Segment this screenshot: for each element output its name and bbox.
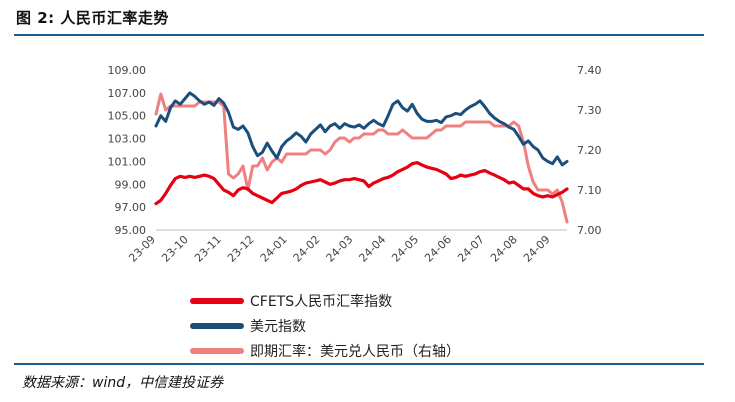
x-tick-label: 24-04 bbox=[356, 233, 388, 265]
y-right-tick-label: 7.10 bbox=[577, 184, 602, 197]
chart: 109.00 107.00 105.00 103.00 101.00 99.00 97.00… bbox=[108, 64, 602, 265]
legend-swatch-usd-index bbox=[190, 322, 244, 329]
legend-swatch-spot-rate bbox=[190, 347, 244, 354]
y-right-tick-label: 7.00 bbox=[577, 224, 602, 237]
x-tick-label: 24-02 bbox=[291, 233, 323, 265]
x-tick-label: 23-11 bbox=[192, 233, 224, 265]
y-left-tick-label: 99.00 bbox=[115, 178, 147, 191]
x-tick-label: 23-10 bbox=[159, 233, 191, 265]
y-right-tick-label: 7.40 bbox=[577, 64, 602, 77]
legend: CFETS人民币汇率指数 美元指数 即期汇率：美元兑人民币（右轴） bbox=[190, 288, 460, 363]
y-right-tick-label: 7.20 bbox=[577, 144, 602, 157]
y-left-tick-label: 109.00 bbox=[108, 64, 147, 77]
series-line-cfets bbox=[154, 161, 569, 206]
legend-item-usd-index: 美元指数 bbox=[190, 313, 460, 338]
title-rule bbox=[14, 34, 704, 36]
x-tick-label: 24-03 bbox=[324, 233, 356, 265]
legend-item-cfets: CFETS人民币汇率指数 bbox=[190, 288, 460, 313]
y-left-tick-label: 105.00 bbox=[108, 110, 147, 123]
series-line-usd-index bbox=[154, 91, 569, 167]
x-tick-label: 24-07 bbox=[455, 233, 487, 265]
legend-swatch-cfets bbox=[190, 297, 244, 304]
x-tick-label: 24-06 bbox=[422, 233, 454, 265]
legend-label-cfets: CFETS人民币汇率指数 bbox=[250, 293, 393, 310]
legend-item-spot-rate: 即期汇率：美元兑人民币（右轴） bbox=[190, 338, 460, 363]
y-left-tick-label: 95.00 bbox=[115, 224, 147, 237]
x-tick-label: 23-12 bbox=[225, 233, 257, 265]
x-tick-label: 24-08 bbox=[488, 233, 520, 265]
figure-title: 图 2: 人民币汇率走势 bbox=[16, 9, 169, 27]
y-left-tick-label: 101.00 bbox=[108, 155, 147, 168]
x-tick-label: 24-01 bbox=[258, 233, 290, 265]
source-note: 数据来源：wind，中信建投证券 bbox=[22, 375, 224, 391]
x-tick-label: 24-05 bbox=[389, 233, 421, 265]
x-tick-label: 24-09 bbox=[521, 233, 553, 265]
legend-label-usd-index: 美元指数 bbox=[250, 318, 306, 335]
y-left-tick-label: 103.00 bbox=[108, 133, 147, 146]
legend-label-spot-rate: 即期汇率：美元兑人民币（右轴） bbox=[250, 343, 460, 360]
y-left-tick-label: 107.00 bbox=[108, 87, 147, 100]
bottom-rule bbox=[14, 363, 704, 365]
series-line-spot-rate bbox=[154, 92, 569, 224]
y-left-tick-label: 97.00 bbox=[115, 201, 147, 214]
y-right-tick-label: 7.30 bbox=[577, 104, 602, 117]
x-tick-label: 23-09 bbox=[126, 233, 158, 265]
